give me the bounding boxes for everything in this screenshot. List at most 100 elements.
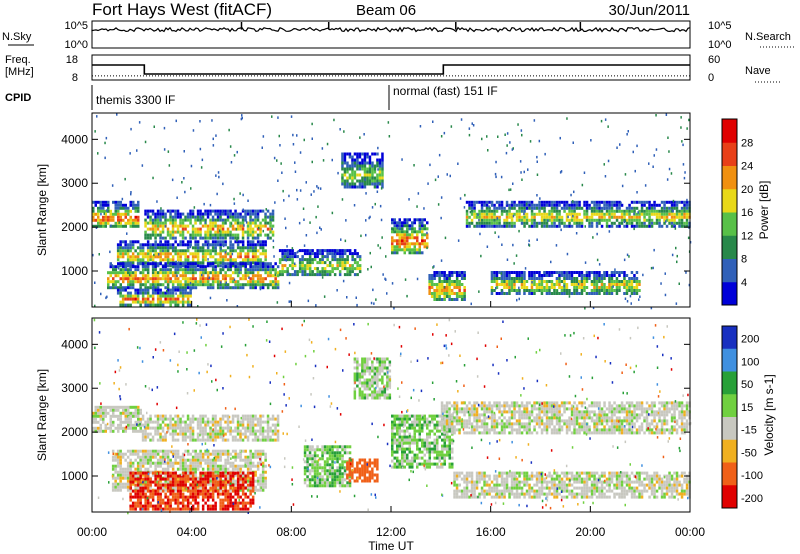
power-echoes [92, 113, 692, 310]
colorbar-frame [721, 325, 738, 509]
power-echo-band [391, 218, 429, 255]
colorbar-swatch [722, 439, 737, 463]
velocity-echoes [92, 318, 692, 515]
velocity-echo-band [440, 401, 691, 435]
power-echo-band [278, 249, 362, 277]
power-colorbar-label: Power [dB] [757, 181, 771, 240]
freq-left-tick-bottom: 8 [72, 72, 78, 84]
power-y-axis-label: Slant Range [km] [35, 164, 49, 256]
colorbar-swatch [722, 371, 737, 395]
velocity-colorbar-label: Velocity [m s-1] [762, 374, 776, 455]
colorbar-swatch [722, 258, 737, 283]
cpid-segment-2: normal (fast) 151 IF [393, 84, 498, 98]
time-axis-label: Time UT [368, 539, 414, 553]
freq-panel-frame [91, 54, 691, 81]
colorbar-swatch [722, 188, 737, 213]
station-title: Fort Hays West (fitACF) [92, 0, 272, 19]
colorbar-tick-label: 16 [741, 207, 753, 219]
power-echo-band [107, 262, 280, 290]
colorbar-swatch [722, 212, 737, 236]
noise-left-label: N.Sky [2, 31, 32, 43]
noise-left-tick-bottom: 10^0 [64, 39, 88, 51]
time-tick-label: 20:00 [575, 525, 605, 539]
nave-right-tick-top: 60 [708, 54, 720, 66]
velocity-echo-band [353, 357, 392, 400]
colorbar-tick-label: 100 [741, 356, 759, 368]
time-axis: 00:00 04:00 08:00 12:00 16:00 20:00 00:00 [77, 301, 705, 539]
range-tick-label: 2000 [61, 220, 88, 234]
power-echo-band [144, 209, 275, 240]
range-tick-label: 2000 [61, 425, 88, 439]
colorbar-swatch [722, 462, 737, 486]
colorbar-swatch [722, 235, 737, 259]
velocity-echo-band [92, 405, 142, 433]
noise-right-tick-bottom: 10^0 [708, 39, 732, 51]
time-tick-label: 12:00 [376, 525, 406, 539]
freq-left-label-2: [MHz] [5, 66, 34, 78]
colorbar-tick-label: -50 [741, 447, 757, 459]
beam-label: Beam 06 [356, 2, 416, 19]
date-label: 30/Jun/2011 [609, 2, 690, 19]
colorbar-tick-label: 4 [741, 277, 747, 289]
noise-panel: N.Sky 10^5 10^0 10^5 10^0 N.Search [2, 20, 796, 51]
colorbar-tick-label: 28 [741, 137, 753, 149]
colorbar-tick-label: -200 [741, 493, 763, 505]
noise-line [91, 26, 691, 33]
colorbar-swatch [722, 142, 737, 166]
range-tick-label: 3000 [61, 381, 88, 395]
cpid-row: CPID themis 3300 IF normal (fast) 151 IF [5, 84, 498, 110]
time-tick-label: 16:00 [476, 525, 506, 539]
time-tick-label: 04:00 [177, 525, 207, 539]
colorbar-tick-label: 50 [741, 379, 753, 391]
colorbar-tick-label: 20 [741, 184, 753, 196]
noise-trace [91, 22, 691, 33]
colorbar-swatch [722, 394, 737, 418]
colorbar-tick-label: 200 [741, 334, 759, 346]
noise-panel-frame [91, 20, 691, 49]
colorbar-swatch [722, 326, 737, 350]
nave-right-tick-bottom: 0 [708, 72, 714, 84]
colorbar-tick-label: 15 [741, 402, 753, 414]
power-echo-band [116, 288, 192, 307]
power-colorbar: 4 8 12 16 20 24 28 [721, 118, 753, 306]
cpid-segment-1: themis 3300 IF [96, 93, 175, 107]
cpid-label: CPID [5, 92, 31, 104]
power-panel: 1000 2000 3000 4000 Slant Range [km] 4 8 12 16… [35, 112, 771, 310]
colorbar-tick-label: -15 [741, 425, 757, 437]
power-echo-band [465, 200, 691, 228]
range-tick-label: 4000 [61, 132, 88, 146]
velocity-echo-band [453, 471, 691, 499]
noise-left-tick-top: 10^5 [64, 20, 88, 32]
velocity-y-axis-label: Slant Range [km] [35, 369, 49, 461]
range-tick-label: 4000 [61, 337, 88, 351]
colorbar-swatch [722, 119, 737, 143]
noise-right-label: N.Search [745, 31, 791, 43]
velocity-echo-band [346, 458, 379, 483]
velocity-colorbar: 200 100 50 15 -15 -50 -100 -200 [721, 325, 763, 509]
freq-line [92, 64, 690, 75]
velocity-echo-band [129, 471, 255, 511]
colorbar-swatch [722, 417, 737, 441]
velocity-y-ticks: 1000 2000 3000 4000 [61, 337, 690, 483]
range-tick-label: 1000 [61, 264, 88, 278]
power-echo-band [92, 200, 140, 228]
time-tick-label: 00:00 [675, 525, 705, 539]
colorbar-tick-label: 8 [741, 254, 747, 266]
power-echo-band [341, 152, 384, 189]
velocity-panel: 1000 2000 3000 4000 Slant Range [km] 200 100… [35, 317, 776, 515]
colorbar-swatch [722, 348, 737, 372]
freq-panel: Freq. [MHz] 18 8 60 0 Nave [5, 54, 780, 84]
noise-right-tick-top: 10^5 [708, 20, 732, 32]
power-y-ticks: 1000 2000 3000 4000 [61, 132, 690, 278]
freq-left-tick-top: 18 [66, 54, 78, 66]
freq-left-label-1: Freq. [5, 54, 31, 66]
colorbar-tick-label: -100 [741, 470, 763, 482]
colorbar-frame [721, 118, 738, 306]
colorbar-swatch [722, 281, 737, 306]
power-echo-band [490, 271, 641, 295]
range-tick-label: 1000 [61, 469, 88, 483]
range-tick-label: 3000 [61, 176, 88, 190]
time-tick-label: 00:00 [77, 525, 107, 539]
colorbar-tick-label: 12 [741, 230, 753, 242]
time-tick-label: 08:00 [276, 525, 306, 539]
